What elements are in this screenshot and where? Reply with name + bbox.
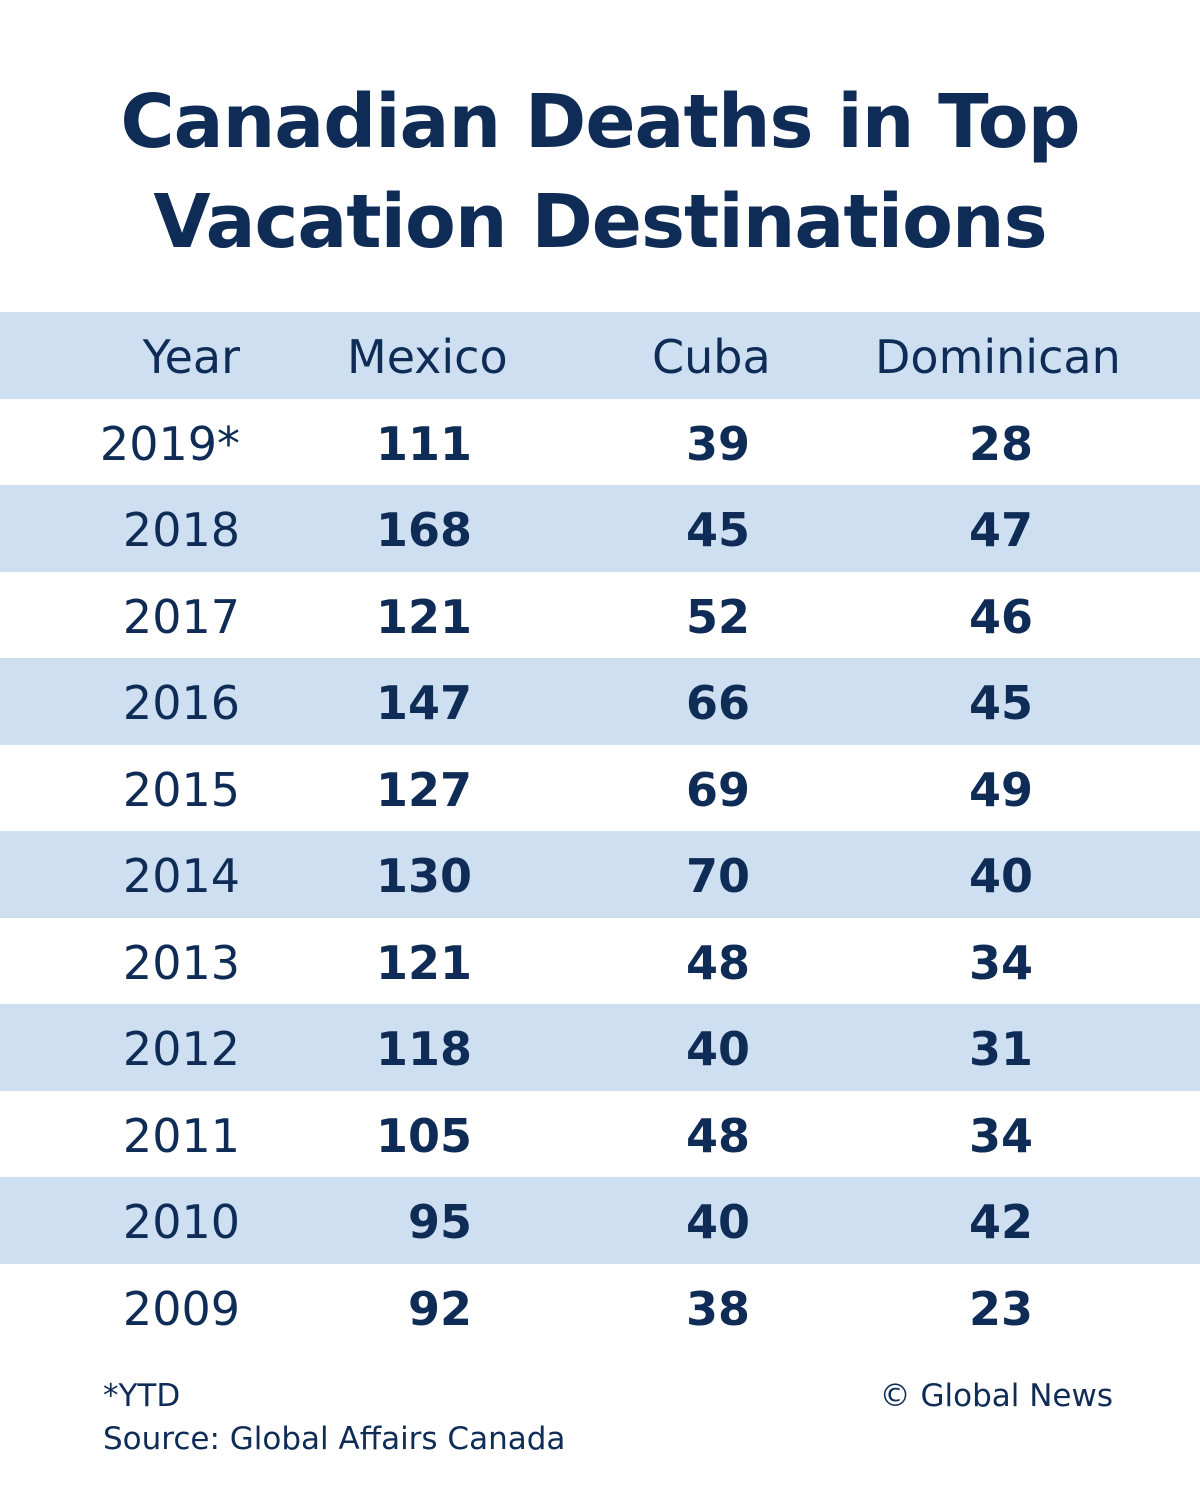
year-cell: 2017 — [122, 589, 240, 644]
value-cell: 111 — [375, 416, 472, 471]
credit: © Global News — [879, 1378, 1113, 1414]
table-row: 2012 118 40 31 — [0, 1004, 1200, 1091]
value-cell: 52 — [685, 589, 750, 644]
table-row: 2016 147 66 45 — [0, 658, 1200, 745]
value-cell: 38 — [685, 1281, 750, 1336]
table-row: 2017 121 52 46 — [0, 572, 1200, 659]
value-cell: 168 — [375, 503, 472, 557]
value-cell: 39 — [685, 416, 750, 471]
table-row: 2018 168 45 47 — [0, 485, 1200, 572]
header-cell: Dominican — [875, 330, 1121, 384]
table-row: 2014 130 70 40 — [0, 831, 1200, 918]
value-cell: 118 — [375, 1022, 472, 1076]
year-cell: 2018 — [122, 503, 240, 557]
table-row: 2019* 111 39 28 — [0, 399, 1200, 486]
value-cell: 69 — [685, 762, 750, 817]
footnote: *YTD — [103, 1378, 181, 1414]
value-cell: 48 — [685, 935, 750, 990]
value-cell: 31 — [968, 1022, 1033, 1076]
table-row: 2009 92 38 23 — [0, 1264, 1200, 1351]
value-cell: 121 — [375, 589, 472, 644]
year-cell: 2016 — [122, 676, 240, 730]
value-cell: 121 — [375, 935, 472, 990]
header-cell: Year — [142, 330, 240, 384]
value-cell: 34 — [968, 935, 1033, 990]
year-cell: 2012 — [122, 1022, 240, 1076]
value-cell: 49 — [968, 762, 1033, 817]
value-cell: 147 — [375, 676, 472, 730]
year-cell: 2019* — [99, 416, 240, 471]
value-cell: 28 — [968, 416, 1033, 471]
value-cell: 66 — [685, 676, 750, 730]
value-cell: 45 — [968, 676, 1033, 730]
header-cell: Cuba — [652, 330, 771, 384]
value-cell: 70 — [685, 849, 750, 903]
value-cell: 46 — [968, 589, 1033, 644]
value-cell: 47 — [968, 503, 1033, 557]
year-cell: 2009 — [122, 1281, 240, 1336]
value-cell: 42 — [968, 1195, 1033, 1249]
value-cell: 40 — [685, 1022, 750, 1076]
year-cell: 2015 — [122, 762, 240, 817]
value-cell: 23 — [968, 1281, 1033, 1336]
value-cell: 105 — [375, 1108, 472, 1163]
year-cell: 2014 — [122, 849, 240, 903]
value-cell: 40 — [968, 849, 1033, 903]
year-cell: 2010 — [122, 1195, 240, 1249]
value-cell: 130 — [375, 849, 472, 903]
table: Year Mexico Cuba Dominican 2019* 111 39 28 2018 1… — [0, 312, 1200, 1350]
value-cell: 34 — [968, 1108, 1033, 1163]
value-cell: 92 — [407, 1281, 472, 1336]
table-row: 2015 127 69 49 — [0, 745, 1200, 832]
header-row: Year Mexico Cuba Dominican — [0, 312, 1200, 399]
value-cell: 48 — [685, 1108, 750, 1163]
value-cell: 45 — [685, 503, 750, 557]
year-cell: 2013 — [122, 935, 240, 990]
table-row: 2010 95 40 42 — [0, 1177, 1200, 1264]
table-row: 2011 105 48 34 — [0, 1091, 1200, 1178]
table-row: 2013 121 48 34 — [0, 918, 1200, 1005]
header-cell: Mexico — [347, 330, 508, 384]
value-cell: 40 — [685, 1195, 750, 1249]
title: Canadian Deaths in Top Vacation Destinat… — [120, 79, 1080, 265]
value-cell: 127 — [375, 762, 472, 817]
value-cell: 95 — [407, 1195, 472, 1249]
source: Source: Global Affairs Canada — [103, 1421, 566, 1457]
year-cell: 2011 — [122, 1108, 240, 1163]
